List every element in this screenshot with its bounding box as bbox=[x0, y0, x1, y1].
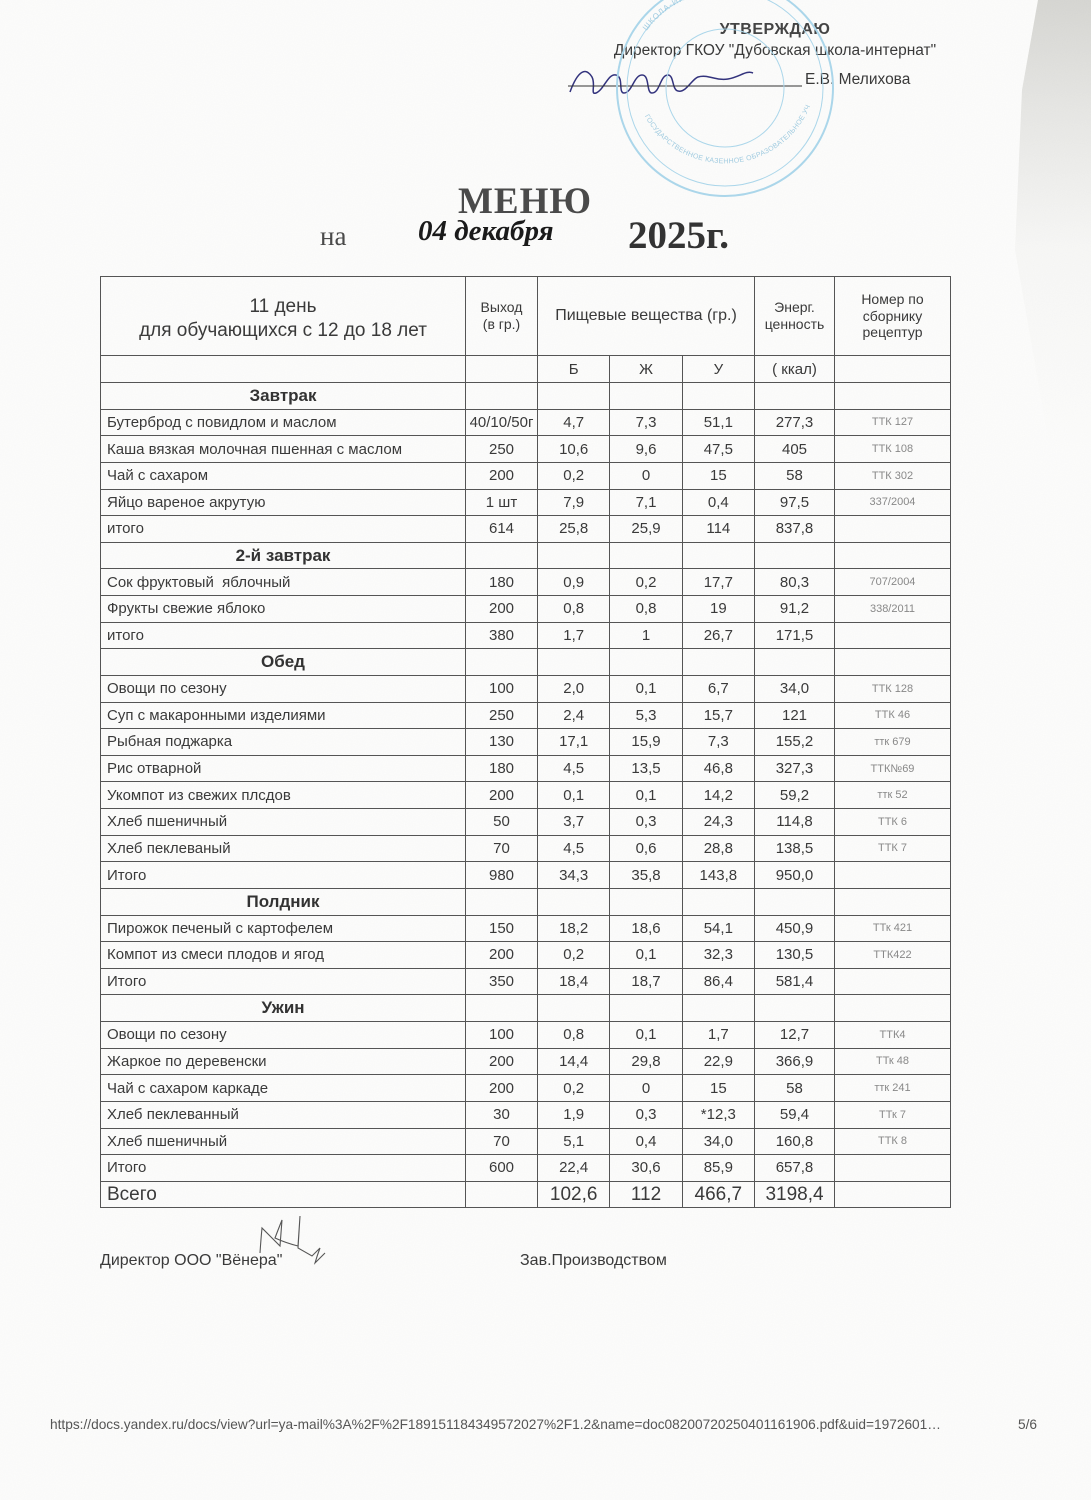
svg-text:ШКОЛА-ИНТЕРНАТ: ШКОЛА-ИНТЕРНАТ bbox=[641, 0, 722, 32]
